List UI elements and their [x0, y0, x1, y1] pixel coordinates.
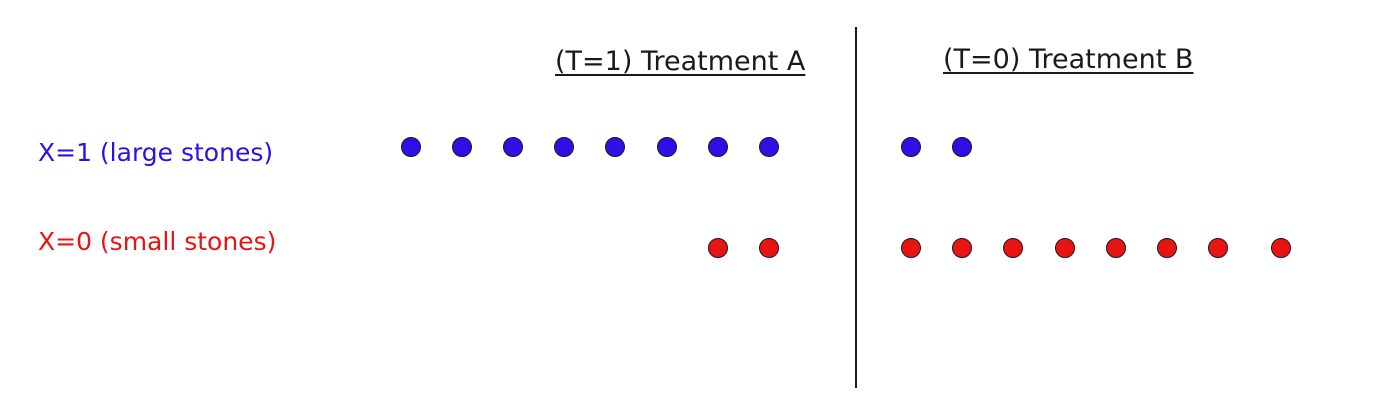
- treatment-a-large-stone-dot: [656, 137, 677, 157]
- treatment-b-large-stone-dot: [952, 137, 973, 157]
- treatment-b-small-stone-dot: [1105, 238, 1126, 258]
- treatment-a-large-stone-dot: [451, 137, 472, 157]
- treatment-a-small-stone-dot: [759, 238, 779, 258]
- treatment-b-small-stone-dot: [1003, 238, 1024, 258]
- treatment-a-header: (T=1) Treatment A: [555, 46, 806, 77]
- treatment-a-small-stone-dot: [707, 238, 728, 258]
- treatment-a-large-stone-dot: [503, 137, 523, 157]
- treatment-a-large-stone-dot: [759, 137, 779, 157]
- treatment-b-small-stone-dot: [1271, 238, 1292, 258]
- treatment-b-small-stone-dot: [952, 238, 973, 258]
- treatment-b-small-stone-dot: [1054, 238, 1075, 258]
- treatment-b-large-stone-dot: [901, 137, 921, 157]
- treatment-a-large-stone-dot: [400, 137, 421, 157]
- treatment-a-large-stone-dot: [707, 137, 728, 157]
- treatment-b-small-stone-dot: [1208, 238, 1229, 258]
- treatment-divider: [855, 27, 857, 388]
- treatment-b-small-stone-dot: [901, 238, 921, 258]
- large-stones-label: X=1 (large stones): [38, 138, 274, 167]
- treatment-b-header: (T=0) Treatment B: [943, 44, 1194, 75]
- treatment-a-large-stone-dot: [554, 137, 575, 157]
- small-stones-label: X=0 (small stones): [38, 227, 277, 256]
- treatment-a-large-stone-dot: [605, 137, 626, 157]
- treatment-b-small-stone-dot: [1157, 238, 1177, 258]
